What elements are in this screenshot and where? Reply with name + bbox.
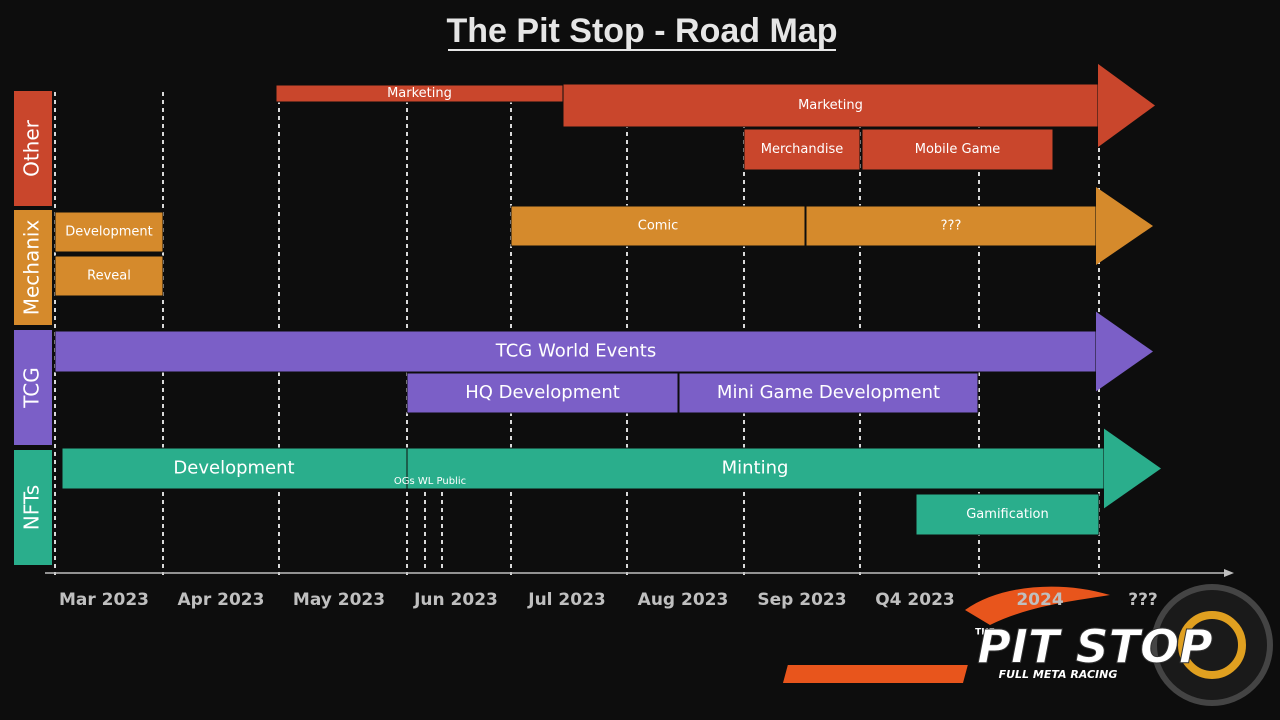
logo <box>782 584 1273 706</box>
bar-label: HQ Development <box>465 382 620 403</box>
roadmap-bar <box>510 205 806 247</box>
roadmap-bar <box>406 372 679 414</box>
bar-label: Development <box>65 225 153 240</box>
roadmap-bar <box>861 128 1054 171</box>
roadmap-bar <box>678 372 979 414</box>
bar-arrow <box>1104 428 1161 509</box>
logo-band <box>782 665 968 683</box>
bar-label: Minting <box>722 458 789 479</box>
lane-header <box>14 210 52 325</box>
logo-wheel <box>1151 584 1273 706</box>
axis-arrow <box>1224 569 1234 577</box>
lane-label: NFTs <box>20 485 44 530</box>
bar-arrow <box>1098 63 1155 148</box>
timeline-label: Jul 2023 <box>527 590 606 610</box>
logo-rim <box>1178 611 1246 679</box>
phase-note: OGs WL Public <box>394 476 466 487</box>
bar-label: Mobile Game <box>915 142 1000 157</box>
bar-label: ??? <box>941 219 962 234</box>
timeline-label: Apr 2023 <box>178 590 265 610</box>
timeline-label: Aug 2023 <box>638 590 729 610</box>
roadmap-bar <box>61 447 408 490</box>
bar-label: Merchandise <box>761 142 844 157</box>
lane-label: TCG <box>20 367 44 409</box>
lane-label: Mechanix <box>20 220 44 316</box>
timeline-label: ??? <box>1128 590 1158 610</box>
roadmap-bar <box>54 211 164 253</box>
roadmap-bar <box>915 493 1100 536</box>
roadmap-bar <box>54 330 1097 373</box>
lane-header <box>14 450 52 565</box>
roadmap-bar <box>743 128 861 171</box>
timeline-label: Mar 2023 <box>59 590 149 610</box>
logo-top: THE <box>975 628 995 638</box>
bar-label: Marketing <box>798 98 863 113</box>
roadmap-bar <box>54 255 164 297</box>
logo-flame <box>965 586 1110 625</box>
timeline-label: May 2023 <box>293 590 385 610</box>
lane-header <box>14 330 52 445</box>
logo-sub: FULL META RACING <box>999 668 1118 681</box>
bar-label: Gamification <box>966 507 1049 522</box>
bar-arrow <box>1096 311 1153 392</box>
bar-label: Mini Game Development <box>717 382 940 403</box>
roadmap-bar <box>805 205 1097 247</box>
bar-label: Reveal <box>87 269 131 284</box>
lane-header <box>14 91 52 206</box>
timeline-label: Q4 2023 <box>875 590 955 610</box>
timeline-label: Sep 2023 <box>757 590 846 610</box>
bar-label: TCG World Events <box>495 341 656 362</box>
lane-label: Other <box>20 119 44 177</box>
bar-label: Development <box>173 458 294 479</box>
timeline-label: Jun 2023 <box>413 590 498 610</box>
timeline-label: 2024 <box>1016 590 1063 610</box>
title: The Pit Stop - Road Map <box>447 12 838 50</box>
roadmap-bar <box>406 447 1105 490</box>
bar-arrow <box>1096 187 1153 265</box>
bar-label: Comic <box>638 219 678 234</box>
bars: Other Mechanix TCG NFTs Marketing Marketing Me… <box>14 63 1161 565</box>
logo-main: PIT STOP <box>977 620 1213 674</box>
bar-label: Marketing <box>387 86 452 101</box>
